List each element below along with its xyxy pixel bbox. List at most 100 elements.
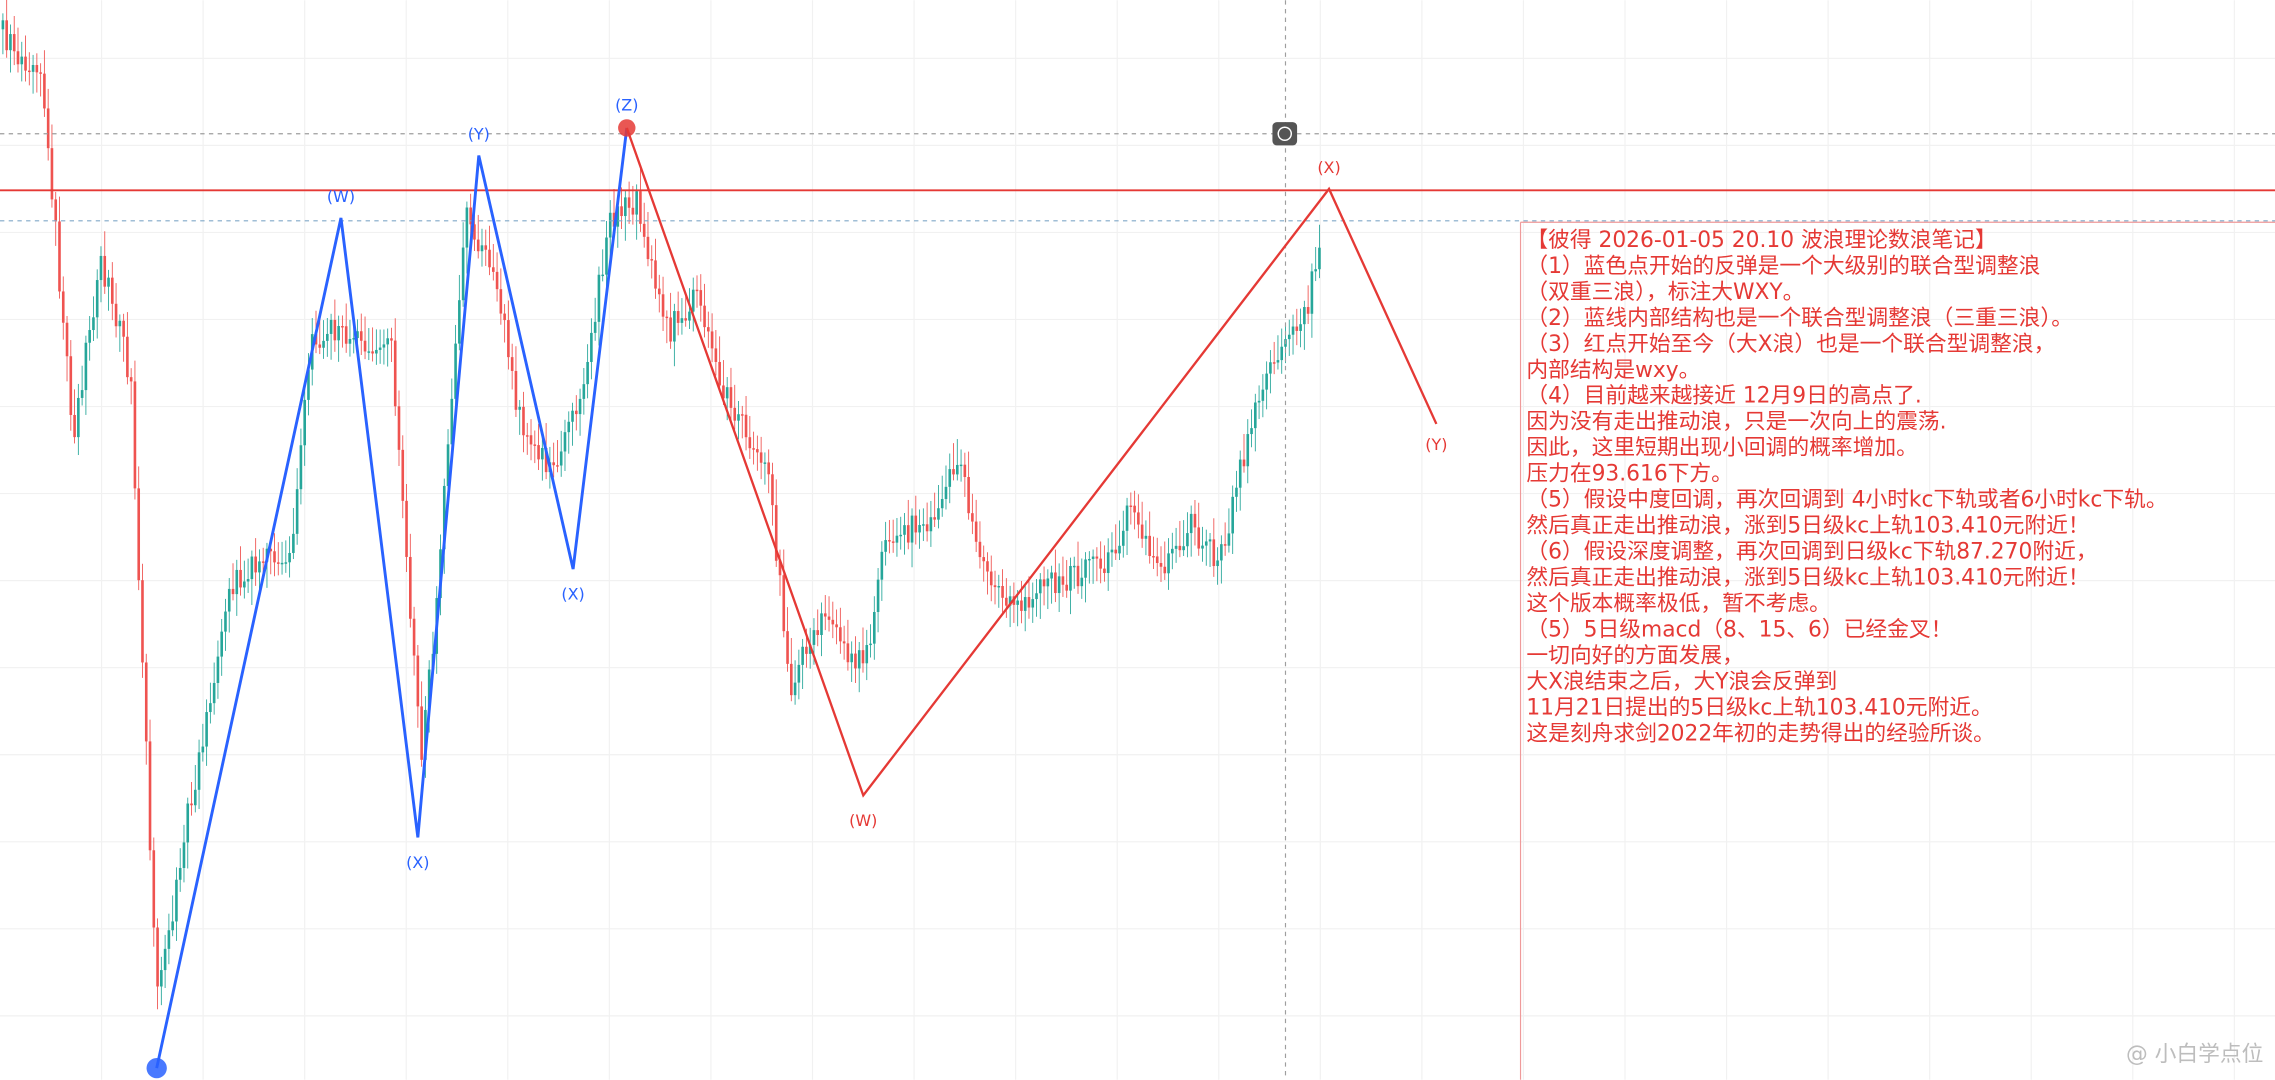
candle-body bbox=[1276, 360, 1280, 363]
note-line: 大X浪结束之后，大Y浪会反弹到 bbox=[1526, 669, 1837, 694]
candle-body bbox=[412, 618, 416, 656]
candle-body bbox=[420, 706, 423, 760]
candle-body bbox=[292, 533, 295, 553]
candle-body bbox=[1303, 307, 1306, 325]
wave-labels: (W) (X) (Y) (X) (Z) (W) (X) (Y) bbox=[327, 96, 1448, 872]
candle-body bbox=[28, 70, 31, 73]
candle-body bbox=[1242, 459, 1246, 467]
candle-body bbox=[1095, 556, 1099, 559]
candle-body bbox=[1069, 565, 1072, 591]
candle-body bbox=[1133, 505, 1136, 513]
icon-button[interactable] bbox=[1272, 122, 1298, 146]
candle-body bbox=[250, 556, 254, 580]
candle-body bbox=[495, 271, 499, 290]
wave-label: (Z) bbox=[615, 96, 638, 115]
candle-body bbox=[593, 321, 597, 333]
candle-body bbox=[1163, 566, 1167, 574]
candle-body bbox=[514, 370, 518, 410]
candle-body bbox=[375, 349, 378, 354]
candle-body bbox=[718, 361, 721, 386]
candle-body bbox=[69, 356, 73, 415]
candle-body bbox=[744, 414, 748, 438]
candle-body bbox=[906, 525, 910, 543]
candle-body bbox=[1057, 576, 1061, 594]
candle-body bbox=[748, 437, 752, 449]
note-line: 因为没有走出推动浪，只是一次向上的震荡. bbox=[1526, 410, 1946, 435]
candle-body bbox=[691, 289, 695, 312]
candle-body bbox=[986, 561, 989, 572]
candle-body bbox=[1204, 541, 1208, 546]
candle-body bbox=[465, 207, 469, 248]
candle-body bbox=[642, 223, 646, 237]
candle-body bbox=[288, 552, 291, 563]
candle-body bbox=[258, 561, 261, 573]
candle-body bbox=[978, 541, 982, 558]
candle-body bbox=[77, 397, 80, 438]
candle-body bbox=[367, 351, 371, 353]
candle-body bbox=[903, 525, 906, 535]
candle-body bbox=[563, 432, 567, 452]
candle-body bbox=[1121, 530, 1125, 546]
candle-body bbox=[46, 108, 50, 149]
candle-body bbox=[254, 556, 257, 573]
candle-body bbox=[261, 561, 265, 563]
candle-body bbox=[812, 630, 816, 645]
note-line: （3）红点开始至今（大X浪）也是一个联合型调整浪， bbox=[1526, 332, 2055, 357]
candle-body bbox=[827, 616, 831, 620]
candle-body bbox=[661, 294, 665, 317]
wave-label: (X) bbox=[1317, 158, 1340, 177]
candle-body bbox=[657, 288, 661, 295]
candle-body bbox=[884, 540, 887, 552]
candle-body bbox=[329, 319, 333, 334]
candle-body bbox=[1046, 578, 1050, 587]
candle-body bbox=[801, 646, 804, 665]
candle-body bbox=[73, 414, 76, 438]
candle-body bbox=[227, 588, 231, 612]
candle-body bbox=[631, 207, 635, 215]
candle-body bbox=[740, 414, 744, 416]
candle-body bbox=[967, 477, 970, 514]
candle-body bbox=[537, 445, 540, 460]
candle-body bbox=[733, 407, 737, 421]
candle-body bbox=[997, 586, 1001, 588]
candle-body bbox=[1299, 324, 1302, 331]
candle-body bbox=[771, 474, 774, 506]
candle-body bbox=[707, 327, 710, 332]
candle-body bbox=[578, 398, 582, 415]
candle-body bbox=[1103, 568, 1106, 574]
candle-body bbox=[616, 206, 620, 227]
candle-body bbox=[1306, 307, 1310, 314]
candle-body bbox=[891, 541, 895, 543]
candle-body bbox=[273, 551, 276, 563]
candle-body bbox=[854, 653, 857, 669]
candle-body bbox=[597, 274, 601, 322]
candles bbox=[1, 0, 1321, 1010]
candle-body bbox=[284, 562, 288, 564]
candle-body bbox=[1099, 558, 1102, 569]
candle-body bbox=[1269, 362, 1272, 374]
note-line: （4）目前越来越接近 12月9日的高点了. bbox=[1526, 384, 1921, 409]
candle-body bbox=[722, 385, 725, 399]
candle-body bbox=[224, 611, 227, 632]
candle-body bbox=[1231, 496, 1234, 534]
candle-body bbox=[873, 611, 876, 644]
candle-body bbox=[1050, 572, 1053, 579]
candle-body bbox=[397, 406, 401, 450]
candle-body bbox=[1106, 552, 1110, 574]
candle-body bbox=[529, 435, 533, 445]
candle-body bbox=[446, 444, 450, 486]
candle-body bbox=[1220, 544, 1223, 561]
candle-body bbox=[363, 340, 367, 352]
candle-body bbox=[1254, 402, 1257, 429]
note-line: 这个版本概率极低，暂不考虑。 bbox=[1526, 592, 1831, 617]
candle-body bbox=[1208, 539, 1212, 542]
candle-body bbox=[359, 331, 363, 341]
candle-body bbox=[510, 357, 514, 371]
candle-body bbox=[160, 970, 163, 987]
candle-body bbox=[118, 320, 122, 327]
candle-body bbox=[703, 305, 706, 328]
candle-body bbox=[246, 579, 250, 582]
candle-body bbox=[322, 340, 325, 348]
candle-body bbox=[171, 921, 174, 931]
candle-body bbox=[65, 322, 69, 357]
